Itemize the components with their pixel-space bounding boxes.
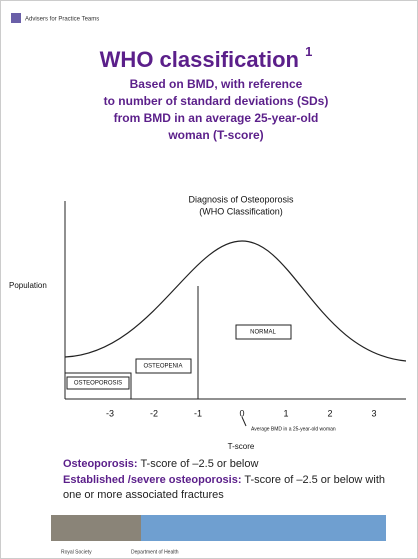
y-label: Population xyxy=(9,281,47,290)
definition: Established /severe osteoporosis: T-scor… xyxy=(63,473,393,503)
axes xyxy=(65,201,406,426)
tick-labels: -3 -2 -1 0 1 2 3 xyxy=(106,408,377,418)
definition: Osteoporosis: T-score of –2.5 or below xyxy=(63,457,393,472)
slide: Advisers for Practice Teams WHO classifi… xyxy=(0,0,418,559)
title: WHO classification 1 xyxy=(100,44,313,71)
footer-right: Department of Health xyxy=(131,549,179,555)
tick-label: 3 xyxy=(371,408,376,418)
photo xyxy=(51,515,141,541)
subtitle: from BMD in an average 25-year-old xyxy=(114,111,319,125)
tick-label: -1 xyxy=(194,408,202,418)
logo-icon xyxy=(11,13,21,23)
footer-left: Royal Society xyxy=(61,549,92,555)
subtitle: to number of standard deviations (SDs) xyxy=(104,94,329,108)
tick-label: 2 xyxy=(327,408,332,418)
region-label: OSTEOPENIA xyxy=(143,364,182,370)
annotation: Average BMD in a 25-year-old woman xyxy=(251,426,336,432)
region-label: OSTEOPOROSIS xyxy=(74,381,122,387)
subtitle: Based on BMD, with reference xyxy=(130,77,303,91)
region-label: NORMAL xyxy=(250,330,276,336)
distribution-curve xyxy=(65,241,406,361)
x-label: T-score xyxy=(228,442,255,451)
logo-text: Advisers for Practice Teams xyxy=(25,17,99,23)
tick-label: -2 xyxy=(150,408,158,418)
subtitle: woman (T-score) xyxy=(167,128,263,142)
diagram-subtitle: (WHO Classification) xyxy=(199,206,283,216)
tick-label: 0 xyxy=(239,408,244,418)
diagram-title: Diagnosis of Osteoporosis xyxy=(188,194,294,204)
tick-label: -3 xyxy=(106,408,114,418)
tick-label: 1 xyxy=(283,408,288,418)
